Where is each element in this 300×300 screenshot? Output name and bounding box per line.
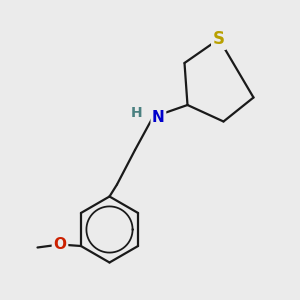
Text: S: S <box>213 30 225 48</box>
Text: N: N <box>152 110 165 124</box>
Text: H: H <box>131 106 142 120</box>
Text: O: O <box>53 237 67 252</box>
